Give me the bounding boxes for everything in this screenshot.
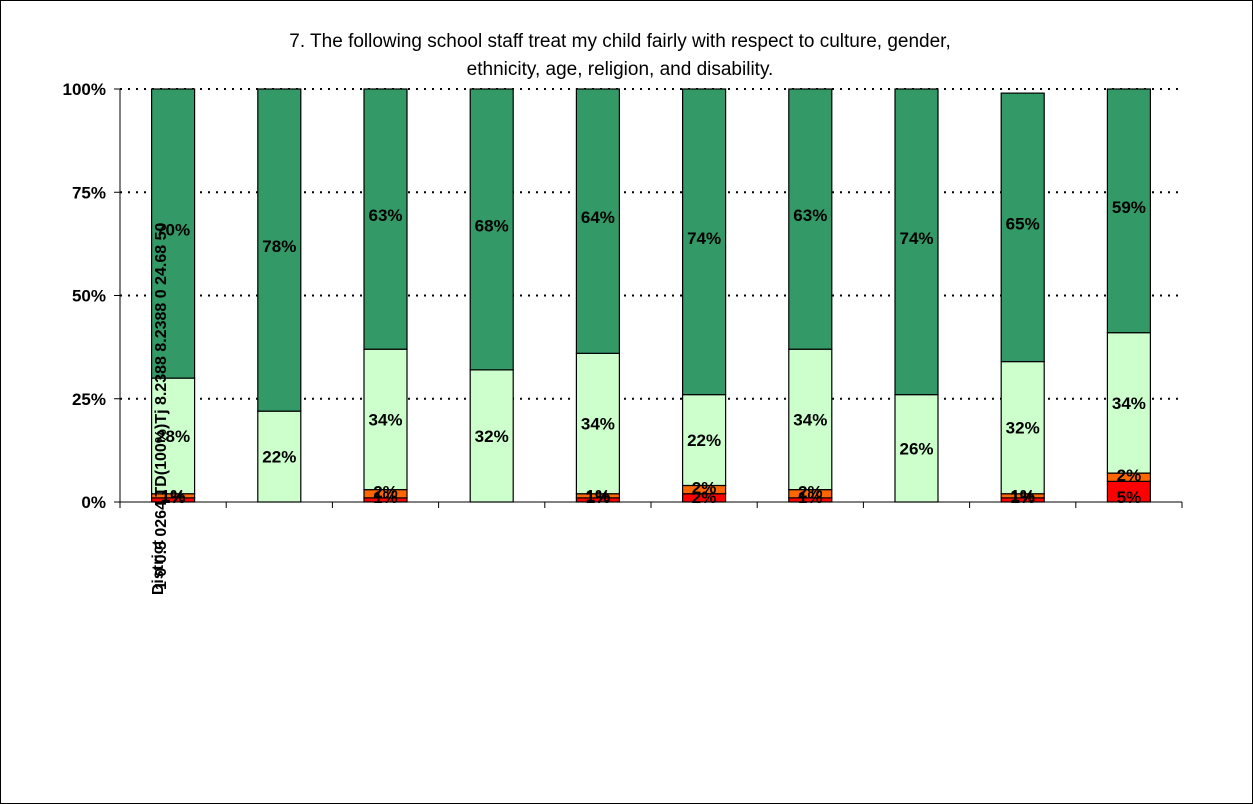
data-labels: 1%1%28%70%22%78%1%2%34%63%32%68%1%1%34%6… <box>156 198 1146 507</box>
bar-segment <box>257 88 302 412</box>
bar-segment <box>363 348 408 491</box>
bar-segment <box>575 88 621 354</box>
bar-segment <box>788 88 833 350</box>
bar-data-label: 74% <box>899 229 933 248</box>
chart-title-line-2: ethnicity, age, religion, and disability… <box>467 59 774 80</box>
bar-data-label: 78% <box>262 237 296 256</box>
bar-data-label: 22% <box>262 448 296 467</box>
y-tick-label: 50% <box>72 287 106 306</box>
bar-data-label: 59% <box>1112 198 1146 217</box>
y-tick-label: 100% <box>63 80 106 99</box>
y-tick-label: 0% <box>81 493 106 512</box>
bar-data-label: 32% <box>475 427 509 446</box>
bar-data-label: 64% <box>581 208 615 227</box>
bar-data-label: 1% <box>1010 487 1035 506</box>
x-category-label: District <box>150 539 167 595</box>
bars <box>151 88 1152 503</box>
bar-data-label: 68% <box>475 216 509 235</box>
bar-data-label: 2% <box>1117 466 1142 485</box>
bar-data-label: 65% <box>1006 214 1040 233</box>
bar-data-label: 28% <box>156 427 190 446</box>
bar-data-label: 1% <box>161 488 186 507</box>
y-tick-label: 75% <box>72 183 106 202</box>
y-tick-label: 25% <box>72 390 106 409</box>
y-axis-tick-labels: 0% 25% 50% 75% 100% <box>63 80 106 512</box>
bar-segment <box>575 352 621 495</box>
bar-data-label: 34% <box>1112 394 1146 413</box>
bar-data-label: 34% <box>368 410 402 429</box>
bar-segment <box>894 88 939 396</box>
bar-data-label: 2% <box>692 478 717 497</box>
bar-segment <box>788 348 833 491</box>
bar-data-label: 32% <box>1006 419 1040 438</box>
bar-segment <box>363 88 408 350</box>
chart-title: 7. The following school staff treat my c… <box>289 31 950 80</box>
chart-title-line-1: 7. The following school staff treat my c… <box>289 31 950 52</box>
bar-data-label: 2% <box>798 483 823 502</box>
bar-data-label: 1% <box>161 487 186 506</box>
bar-data-label: 34% <box>793 410 827 429</box>
bar-data-label: 1% <box>1010 488 1035 507</box>
bar-data-label: 1% <box>798 488 823 507</box>
bar-data-label: 70% <box>156 221 190 240</box>
bar-segment <box>257 410 302 503</box>
bar-segment <box>1106 332 1152 474</box>
bar-segment <box>1000 360 1045 495</box>
bar-segment <box>894 394 939 503</box>
bar-data-label: 2% <box>373 483 398 502</box>
bar-segment <box>1000 92 1045 363</box>
bar-data-label: 1% <box>586 487 611 506</box>
bar-segment <box>151 88 196 379</box>
bar-data-label: 1% <box>373 488 398 507</box>
bar-data-label: 34% <box>581 415 615 434</box>
bar-data-label: 2% <box>692 488 717 507</box>
bar-segment <box>681 88 727 396</box>
bar-data-label: 26% <box>899 439 933 458</box>
bar-data-label: 1% <box>586 488 611 507</box>
bar-segment <box>151 377 196 495</box>
bar-segment <box>469 88 514 371</box>
overlay-artifact-text: 1 0 0.5 0264 TD(100%)Tj 8.2388 8.2388 0 … <box>153 223 170 590</box>
bar-data-label: 74% <box>687 229 721 248</box>
bar-data-label: 63% <box>793 206 827 225</box>
bar-data-label: 63% <box>368 206 402 225</box>
bar-data-label: 22% <box>687 431 721 450</box>
bar-segment <box>1106 88 1152 334</box>
bar-data-label: 5% <box>1117 488 1142 507</box>
x-axis-category-labels: District <box>150 539 167 595</box>
